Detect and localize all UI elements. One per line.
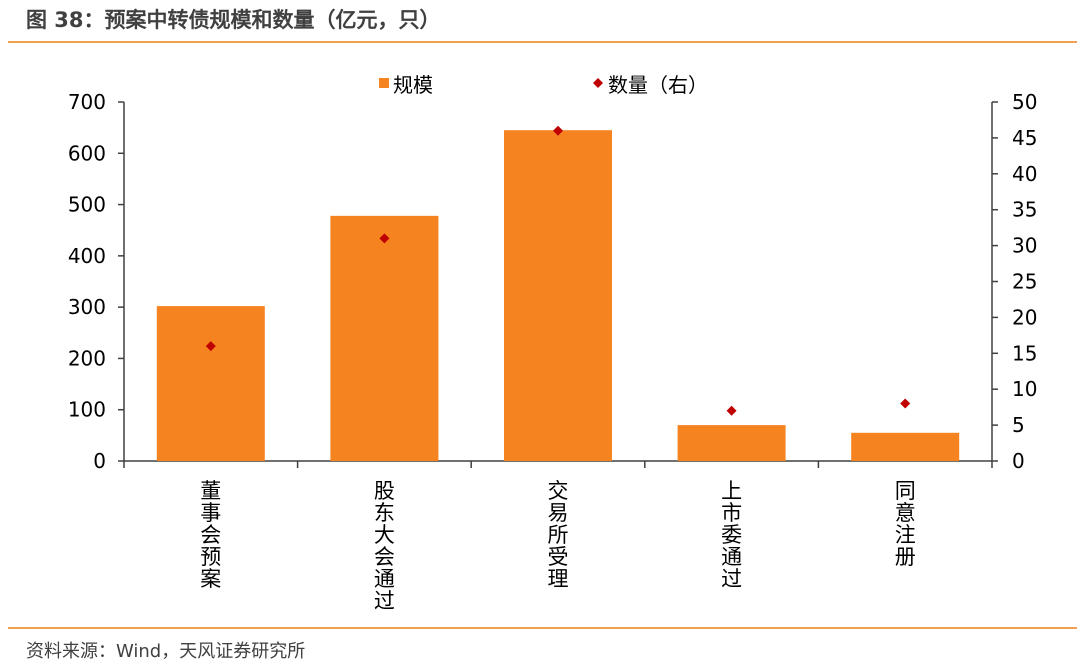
left-y-tick-label: 400 xyxy=(68,244,106,268)
chart-legend: 规模 数量（右） xyxy=(379,73,708,97)
right-y-tick-label: 20 xyxy=(1012,305,1037,329)
chart: 0 100 200 300 400 500 600 700 0 5 10 15 20 25 30 35 40 45… xyxy=(68,73,1038,613)
figure-title: 图 38：预案中转债规模和数量（亿元，只） xyxy=(26,8,441,32)
bar-2 xyxy=(330,215,439,461)
bar-4 xyxy=(677,425,786,461)
right-y-tick-label: 10 xyxy=(1012,377,1037,401)
legend-label-count: 数量（右） xyxy=(608,73,708,97)
bar-1 xyxy=(156,306,265,461)
left-y-tick-label: 200 xyxy=(68,346,106,370)
right-y-tick-label: 25 xyxy=(1012,270,1037,294)
source-note: 资料来源：Wind，天风证券研究所 xyxy=(26,641,306,662)
right-y-tick-label: 40 xyxy=(1012,162,1037,186)
right-y-tick-label: 35 xyxy=(1012,198,1037,222)
left-y-tick-label: 0 xyxy=(93,449,106,473)
chart-bars xyxy=(156,130,960,461)
left-y-tick-label: 600 xyxy=(68,141,106,165)
right-y-tick-label: 45 xyxy=(1012,126,1037,150)
bottom-divider xyxy=(8,627,1077,629)
category-label-2: 股东大会通过 xyxy=(374,479,395,613)
right-y-tick-label: 5 xyxy=(1012,413,1025,437)
left-y-tick-label: 100 xyxy=(68,398,106,422)
count-marker-2 xyxy=(379,233,390,244)
top-divider xyxy=(8,41,1077,43)
left-y-tick-label: 700 xyxy=(68,90,106,114)
count-marker-3 xyxy=(553,125,563,136)
count-marker-5 xyxy=(900,398,911,409)
bar-5 xyxy=(851,432,960,461)
legend-label-bar: 规模 xyxy=(393,73,433,97)
chart-labels: 董事会预案 股东大会通过 交易所受理 上市委通过 同意注册 xyxy=(200,479,915,613)
chart-axes: 0 100 200 300 400 500 600 700 0 5 10 15 20 25 30 35 40 45… xyxy=(68,90,1038,473)
right-y-tick-label: 15 xyxy=(1012,341,1037,365)
chart-markers xyxy=(205,125,911,416)
category-label-1: 董事会预案 xyxy=(200,479,221,591)
legend-swatch-count xyxy=(593,78,603,88)
left-y-tick-label: 500 xyxy=(68,193,106,217)
count-marker-4 xyxy=(726,405,737,416)
legend-swatch-bar xyxy=(379,78,389,88)
right-y-tick-label: 50 xyxy=(1012,90,1037,114)
right-y-tick-label: 30 xyxy=(1012,234,1037,258)
category-label-3: 交易所受理 xyxy=(548,479,569,591)
category-label-5: 同意注册 xyxy=(895,479,916,569)
left-y-tick-label: 300 xyxy=(68,295,106,319)
category-label-4: 上市委通过 xyxy=(721,479,742,591)
bar-3 xyxy=(504,130,612,461)
right-y-tick-label: 0 xyxy=(1012,449,1025,473)
count-marker-1 xyxy=(205,341,216,352)
